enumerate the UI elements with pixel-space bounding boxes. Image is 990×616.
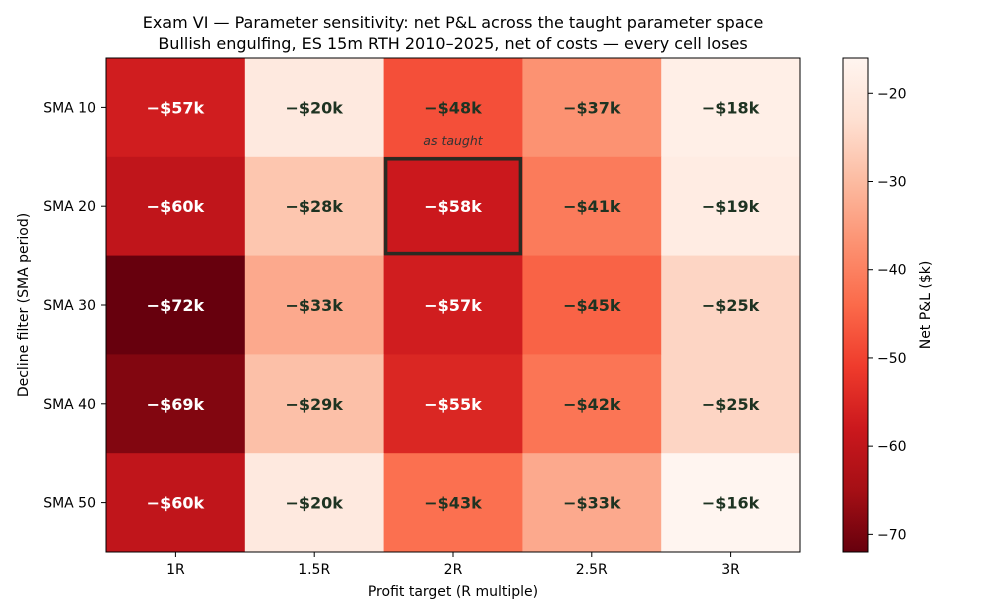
x-axis-label: Profit target (R multiple) xyxy=(368,584,538,600)
heatmap-cell xyxy=(661,453,801,553)
colorbar-tick-label: −70 xyxy=(877,527,907,543)
heatmap-cell xyxy=(106,58,246,158)
x-axis: 1R 1.5R 2R 2.5R 3R xyxy=(166,552,740,578)
colorbar-tick-label: −60 xyxy=(877,439,907,455)
colorbar-label: Net P&L ($k) xyxy=(918,261,934,350)
heatmap-cell xyxy=(383,453,523,553)
cell-value-label: −$60k xyxy=(147,197,205,216)
colorbar xyxy=(842,57,869,553)
cell-value-label: −$20k xyxy=(285,494,343,513)
heatmap-cell xyxy=(661,58,801,158)
cell-value-label: −$43k xyxy=(424,494,482,513)
cell-value-label: −$19k xyxy=(702,197,760,216)
heatmap-cell xyxy=(106,156,246,257)
x-tick-label: 2.5R xyxy=(576,562,608,578)
cell-value-label: −$37k xyxy=(563,98,621,117)
heatmap-cells xyxy=(106,58,801,553)
colorbar-ticks: −20 −30 −40 −50 −60 −70 xyxy=(868,86,907,543)
y-axis-label: Decline filter (SMA period) xyxy=(16,213,32,397)
y-axis: SMA 10 SMA 20 SMA 30 SMA 40 SMA 50 xyxy=(43,100,106,512)
heatmap-cell xyxy=(244,255,385,355)
cell-value-label: −$29k xyxy=(285,395,343,414)
x-tick-label: 3R xyxy=(721,562,740,578)
cell-value-label: −$60k xyxy=(147,494,205,513)
x-tick-label: 1R xyxy=(166,562,185,578)
cell-value-label: −$55k xyxy=(424,395,482,414)
cell-value-label: −$57k xyxy=(424,296,482,315)
cell-value-label: −$33k xyxy=(285,296,343,315)
heatmap-cell xyxy=(383,354,523,454)
y-tick-label: SMA 20 xyxy=(43,199,96,215)
x-tick-label: 2R xyxy=(444,562,463,578)
cell-value-label: −$69k xyxy=(147,395,205,414)
cell-value-label: −$45k xyxy=(563,296,621,315)
heatmap-cell xyxy=(522,354,662,454)
heatmap-cell xyxy=(661,156,801,257)
heatmap-cell xyxy=(383,255,523,355)
heatmap-cell xyxy=(106,255,246,355)
chart-title: Exam VI — Parameter sensitivity: net P&L… xyxy=(143,13,764,32)
heatmap-cell-labels: −$57k −$20k −$48k −$37k −$18k −$60k −$28k −$58k… xyxy=(147,98,760,512)
heatmap-cell xyxy=(522,255,662,355)
cell-value-label: −$48k xyxy=(424,98,482,117)
cell-value-label: −$57k xyxy=(147,98,205,117)
heatmap-cell xyxy=(383,156,523,257)
cell-value-label: −$28k xyxy=(285,197,343,216)
heatmap-cell xyxy=(522,156,662,257)
colorbar-tick-label: −40 xyxy=(877,263,907,279)
heatmap-cell xyxy=(106,354,246,454)
colorbar-tick-label: −20 xyxy=(877,86,907,102)
heatmap-cell xyxy=(661,255,801,355)
cell-value-label: −$42k xyxy=(563,395,621,414)
cell-value-label: −$25k xyxy=(702,296,760,315)
heatmap-cell xyxy=(522,58,662,158)
cell-value-label: −$72k xyxy=(147,296,205,315)
heatmap-cell xyxy=(244,58,385,158)
cell-value-label: −$58k xyxy=(424,197,482,216)
cell-value-label: −$41k xyxy=(563,197,621,216)
y-tick-label: SMA 30 xyxy=(43,298,96,314)
heatmap-cell xyxy=(244,156,385,257)
y-tick-label: SMA 10 xyxy=(43,100,96,116)
cell-value-label: −$20k xyxy=(285,98,343,117)
heatmap-cell xyxy=(244,453,385,553)
y-tick-label: SMA 40 xyxy=(43,397,96,413)
cell-value-label: −$18k xyxy=(702,98,760,117)
cell-value-label: −$25k xyxy=(702,395,760,414)
x-tick-label: 1.5R xyxy=(298,562,330,578)
chart-subtitle: Bullish engulfing, ES 15m RTH 2010–2025,… xyxy=(158,34,747,53)
y-tick-label: SMA 50 xyxy=(43,496,96,512)
heatmap-cell xyxy=(661,354,801,454)
as-taught-annotation: as taught xyxy=(423,133,483,148)
heatmap-cell xyxy=(244,354,385,454)
heatmap-cell xyxy=(106,453,246,553)
colorbar-tick-label: −50 xyxy=(877,351,907,367)
heatmap-cell xyxy=(383,58,523,158)
as-taught-highlight-box xyxy=(383,157,523,256)
heatmap-cell xyxy=(522,453,662,553)
colorbar-tick-label: −30 xyxy=(877,175,907,191)
cell-value-label: −$16k xyxy=(702,494,760,513)
cell-value-label: −$33k xyxy=(563,494,621,513)
